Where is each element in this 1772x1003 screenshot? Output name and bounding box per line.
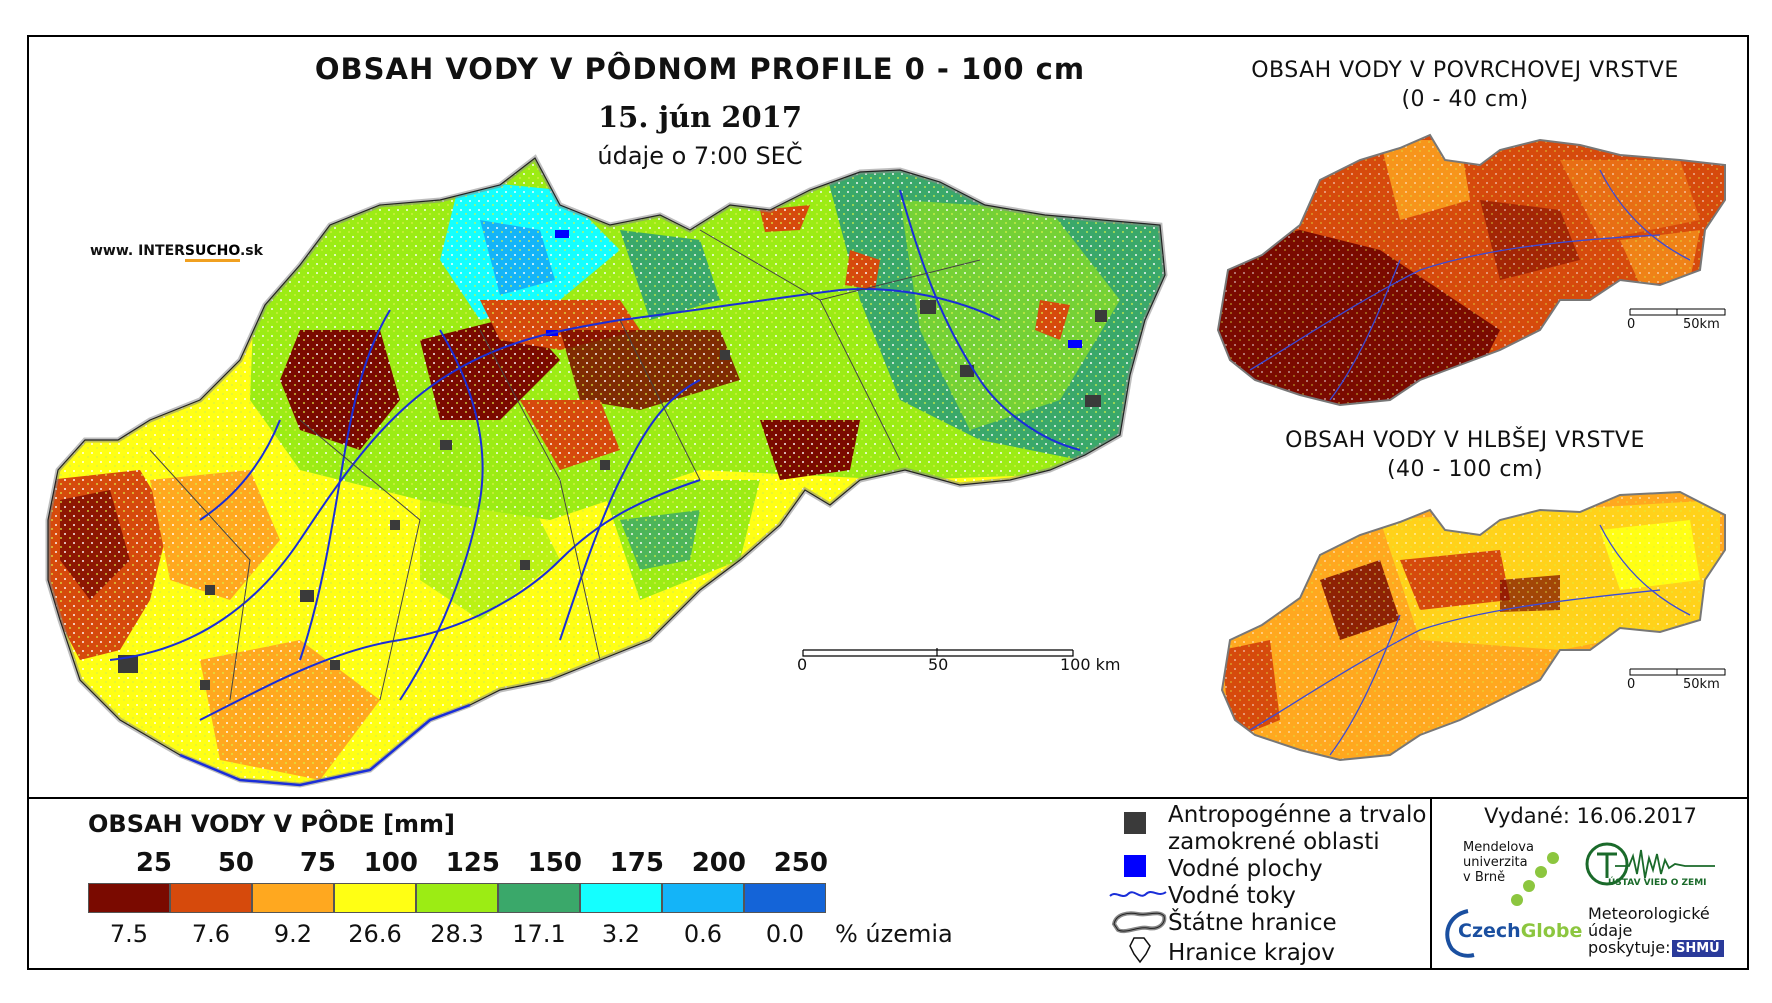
legend-color-box xyxy=(334,883,416,913)
river-line-icon xyxy=(1109,891,1167,897)
main-scale-0: 0 xyxy=(797,655,808,674)
urban-area-label-1: Antropogénne a trvalo xyxy=(1168,802,1427,828)
legend-color-box xyxy=(580,883,662,913)
main-scale-bar xyxy=(802,648,1074,657)
legend-class-upper: 50 xyxy=(217,848,254,878)
legend-class-pct: 9.2 xyxy=(273,920,313,948)
legend-class-upper: 150 xyxy=(527,848,582,878)
main-time-note: údaje o 7:00 SEČ xyxy=(597,142,803,170)
legend-color-box xyxy=(170,883,252,913)
urban-area-icon xyxy=(1124,812,1146,834)
legend-class-upper: 100 xyxy=(363,848,418,878)
legend-class-pct: 28.3 xyxy=(430,920,484,948)
legend-class-pct: 7.6 xyxy=(191,920,231,948)
legend-color-box xyxy=(252,883,334,913)
legend-color-box xyxy=(416,883,498,913)
legend-class-upper: 25 xyxy=(135,848,172,878)
state-border-icon xyxy=(1111,911,1167,934)
water-body-label: Vodné plochy xyxy=(1168,856,1323,882)
legend-color-box xyxy=(88,883,170,913)
legend-class-pct: 26.6 xyxy=(348,920,402,948)
issued-divider xyxy=(1430,797,1432,970)
region-border-icon xyxy=(1129,937,1151,964)
legend-class-upper: 200 xyxy=(691,848,746,878)
inset-surface-scale-0: 0 xyxy=(1627,317,1636,332)
legend-class-pct: 7.5 xyxy=(109,920,149,948)
legend-class-pct: 3.2 xyxy=(601,920,641,948)
urban-area-label-2: zamokrené oblasti xyxy=(1168,829,1380,855)
website-accent: SUCHO xyxy=(184,243,240,262)
inset-deep-scale xyxy=(1629,668,1726,676)
legend-class-upper: 250 xyxy=(773,848,828,878)
inset-deep-scale-0: 0 xyxy=(1627,677,1636,692)
mendel-dots-icon xyxy=(1511,852,1559,906)
inset-surface-subtitle: (0 - 40 cm) xyxy=(1401,87,1529,112)
ustav-vied-o-zemi-label: ÚSTAV VIED O ZEMI xyxy=(1608,878,1707,888)
inset-surface-title: OBSAH VODY V POVRCHOVEJ VRSTVE xyxy=(1251,58,1679,83)
main-title: OBSAH VODY V PÔDNOM PROFILE 0 - 100 cm xyxy=(314,52,1086,86)
legend-class-upper: 75 xyxy=(299,848,336,878)
legend-color-box xyxy=(744,883,826,913)
legend-class-pct: 17.1 xyxy=(512,920,566,948)
website-link[interactable]: www. INTERSUCHO.sk xyxy=(90,243,263,262)
legend-class-pct: 0.6 xyxy=(683,920,723,948)
state-border-label: Štátne hranice xyxy=(1168,910,1337,936)
mendel-university-logo: Mendelova univerzita v Brně xyxy=(1463,840,1534,885)
ustav-vied-o-zemi-logo xyxy=(1585,842,1715,886)
legend-divider xyxy=(27,797,1749,799)
issued-date: Vydané: 16.06.2017 xyxy=(1484,804,1697,828)
inset-surface-scale-50: 50km xyxy=(1683,317,1720,332)
water-body-icon xyxy=(1124,855,1146,877)
legend-class-pct: 0.0 xyxy=(765,920,805,948)
inset-surface-scale xyxy=(1629,308,1726,316)
czechglobe-swoosh-icon xyxy=(1445,909,1475,958)
legend-color-box xyxy=(498,883,580,913)
legend-title: OBSAH VODY V PÔDE [mm] xyxy=(88,810,456,838)
main-scale-50: 50 xyxy=(928,655,949,674)
inset-deep-title: OBSAH VODY V HLBŠEJ VRSTVE xyxy=(1285,428,1645,453)
main-date: 15. jún 2017 xyxy=(597,100,803,134)
legend-color-box xyxy=(662,883,744,913)
legend-pct-unit: % územia xyxy=(835,920,953,948)
region-border-label: Hranice krajov xyxy=(1168,940,1335,966)
main-scale-100: 100 km xyxy=(1060,655,1121,674)
legend-class-upper: 175 xyxy=(609,848,664,878)
river-label: Vodné toky xyxy=(1168,883,1296,909)
meteo-data-note: Meteorologické údaje poskytuje: xyxy=(1588,904,1710,957)
legend-class-upper: 125 xyxy=(445,848,500,878)
inset-deep-subtitle: (40 - 100 cm) xyxy=(1386,457,1544,482)
czechglobe-logo: CzechGlobe xyxy=(1458,920,1583,942)
inset-deep-scale-50: 50km xyxy=(1683,677,1720,692)
shmu-logo: SHMÚ xyxy=(1672,940,1724,957)
